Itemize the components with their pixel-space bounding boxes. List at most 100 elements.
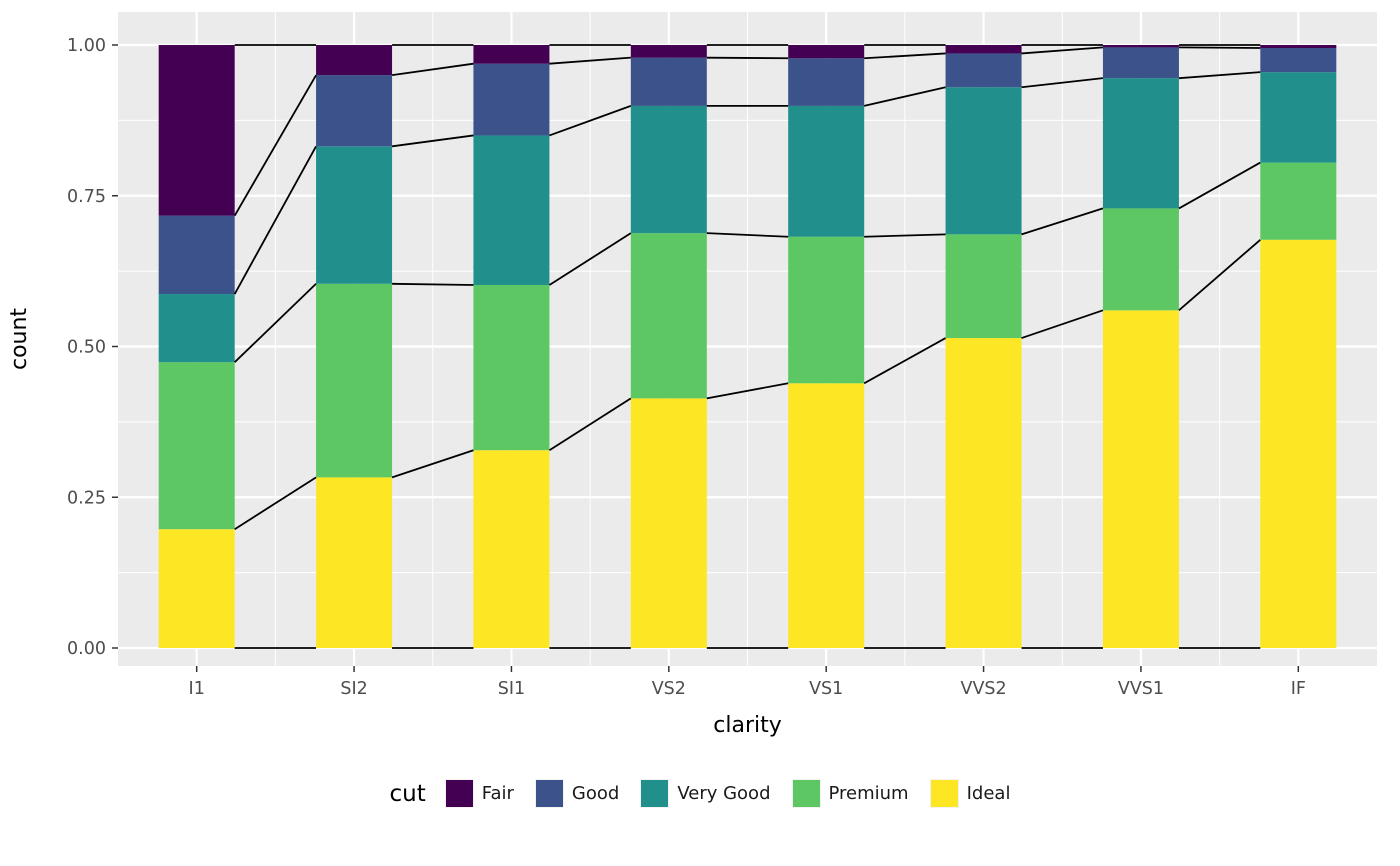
legend: cut Fair Good Very Good Premium Ideal [0, 779, 1400, 808]
legend-item-fair: Fair [444, 779, 514, 808]
legend-label: Premium [828, 783, 909, 804]
bar-segment-I1-premium [158, 362, 235, 530]
connector-line [233, 145, 317, 295]
connector-line [863, 86, 946, 107]
connector-line [392, 282, 474, 286]
bar-segment-SI1-very-good [473, 135, 550, 285]
bar-segment-VS1-very-good [788, 105, 865, 237]
connector-line [1021, 207, 1104, 236]
bar-segment-VS2-premium [630, 233, 707, 399]
bar-segment-VVS2-premium [945, 234, 1022, 339]
bar-segment-VVS1-premium [1102, 208, 1179, 311]
connector-line [391, 134, 474, 148]
x-axis-title: clarity [713, 713, 782, 738]
y-tick-label: 1.00 [67, 36, 106, 56]
y-tick-label: 0.50 [67, 338, 106, 358]
connector-line [1021, 46, 1104, 55]
legend-swatch-fair [444, 779, 474, 808]
bar-segment-VS1-fair [788, 45, 865, 59]
bar-segment-IF-premium [1260, 162, 1337, 240]
x-tick-label: I1 [189, 679, 205, 699]
legend-swatch-ideal [929, 779, 959, 808]
x-tick-label: IF [1291, 679, 1306, 699]
legend-item-good: Good [534, 779, 620, 808]
bar-segment-VVS1-very-good [1102, 78, 1179, 209]
bar-segment-SI2-very-good [316, 146, 393, 284]
legend-label: Fair [481, 783, 514, 804]
connector-line [863, 337, 946, 385]
legend-label: Ideal [966, 783, 1011, 804]
bar-segment-VS2-good [630, 57, 707, 106]
bar-segment-I1-good [158, 215, 235, 295]
bar-segment-VVS2-ideal [945, 338, 1022, 648]
connector-line [391, 449, 474, 479]
connector-line [391, 62, 474, 77]
legend-item-premium: Premium [791, 779, 909, 808]
connector-line [549, 105, 632, 137]
bar-segment-VVS1-fair [1102, 45, 1179, 48]
connector-line [1178, 46, 1261, 49]
plot-area: 0.00 0.25 0.50 0.75 1.00 I1 SI2 SI1 VS2 VS1 VVS2 VV… [7, 12, 1377, 738]
connector-line [1178, 161, 1261, 210]
connector-line [1178, 239, 1261, 312]
connector-line [864, 52, 946, 60]
x-tick-label: VVS2 [960, 679, 1006, 699]
y-tick-label: 0.75 [67, 187, 106, 207]
bar-segment-VS1-ideal [788, 383, 865, 648]
legend-label: Good [571, 783, 620, 804]
y-tick-label: 0.00 [67, 639, 106, 659]
bar-segment-SI1-good [473, 63, 550, 136]
bar-segment-SI2-ideal [316, 477, 393, 648]
connector-line [706, 232, 789, 238]
bar-segment-VS2-fair [630, 45, 707, 58]
y-tick-label: 0.25 [67, 488, 106, 508]
bar-segment-VVS1-ideal [1102, 310, 1179, 648]
connector-line [233, 74, 317, 217]
bar-segment-IF-good [1260, 48, 1337, 73]
bar-segment-IF-ideal [1260, 239, 1337, 649]
connector-line [1178, 71, 1261, 80]
legend-swatch-very-good [640, 779, 670, 808]
connector-line [234, 283, 317, 363]
connector-line [548, 232, 632, 286]
bar-segment-SI2-fair [316, 45, 393, 76]
x-tick-label: VS2 [652, 679, 686, 699]
legend-title: cut [389, 780, 426, 807]
bar-segment-VVS2-good [945, 53, 1022, 88]
connector-line [234, 476, 317, 530]
bar-segment-VS2-ideal [630, 398, 707, 648]
bar-segment-I1-fair [158, 45, 235, 216]
connector-line [706, 56, 789, 60]
bar-segment-VS2-very-good [630, 105, 707, 234]
y-axis-title: count [7, 308, 32, 370]
bar-segment-IF-fair [1260, 45, 1337, 49]
connector-line [1021, 77, 1104, 89]
bar-segment-SI2-premium [316, 283, 393, 478]
bar-segment-SI2-good [316, 75, 393, 147]
x-tick-label: VVS1 [1118, 679, 1164, 699]
bar-segment-VS1-good [788, 58, 865, 106]
bar-segment-SI1-fair [473, 45, 550, 64]
connector-line [548, 397, 632, 451]
bar-segment-SI1-premium [473, 284, 550, 451]
bar-segment-VVS1-good [1102, 47, 1179, 79]
legend-swatch-premium [791, 779, 821, 808]
legend-item-ideal: Ideal [929, 779, 1011, 808]
connector-line [549, 56, 631, 65]
bar-segment-I1-very-good [158, 294, 235, 363]
x-tick-label: VS1 [809, 679, 843, 699]
bar-segment-VVS2-fair [945, 45, 1022, 54]
bar-segment-IF-very-good [1260, 72, 1337, 163]
legend-label: Very Good [677, 783, 771, 804]
bar-segment-SI1-ideal [473, 450, 550, 648]
connector-line [1021, 309, 1104, 339]
legend-item-very-good: Very Good [640, 779, 771, 808]
connector-line [864, 233, 946, 238]
bar-segment-I1-ideal [158, 529, 235, 648]
bar-segment-VS1-premium [788, 236, 865, 384]
bar-segment-VVS2-very-good [945, 87, 1022, 235]
connector-line [706, 382, 789, 400]
x-tick-label: SI1 [498, 679, 525, 699]
legend-swatch-good [534, 779, 564, 808]
